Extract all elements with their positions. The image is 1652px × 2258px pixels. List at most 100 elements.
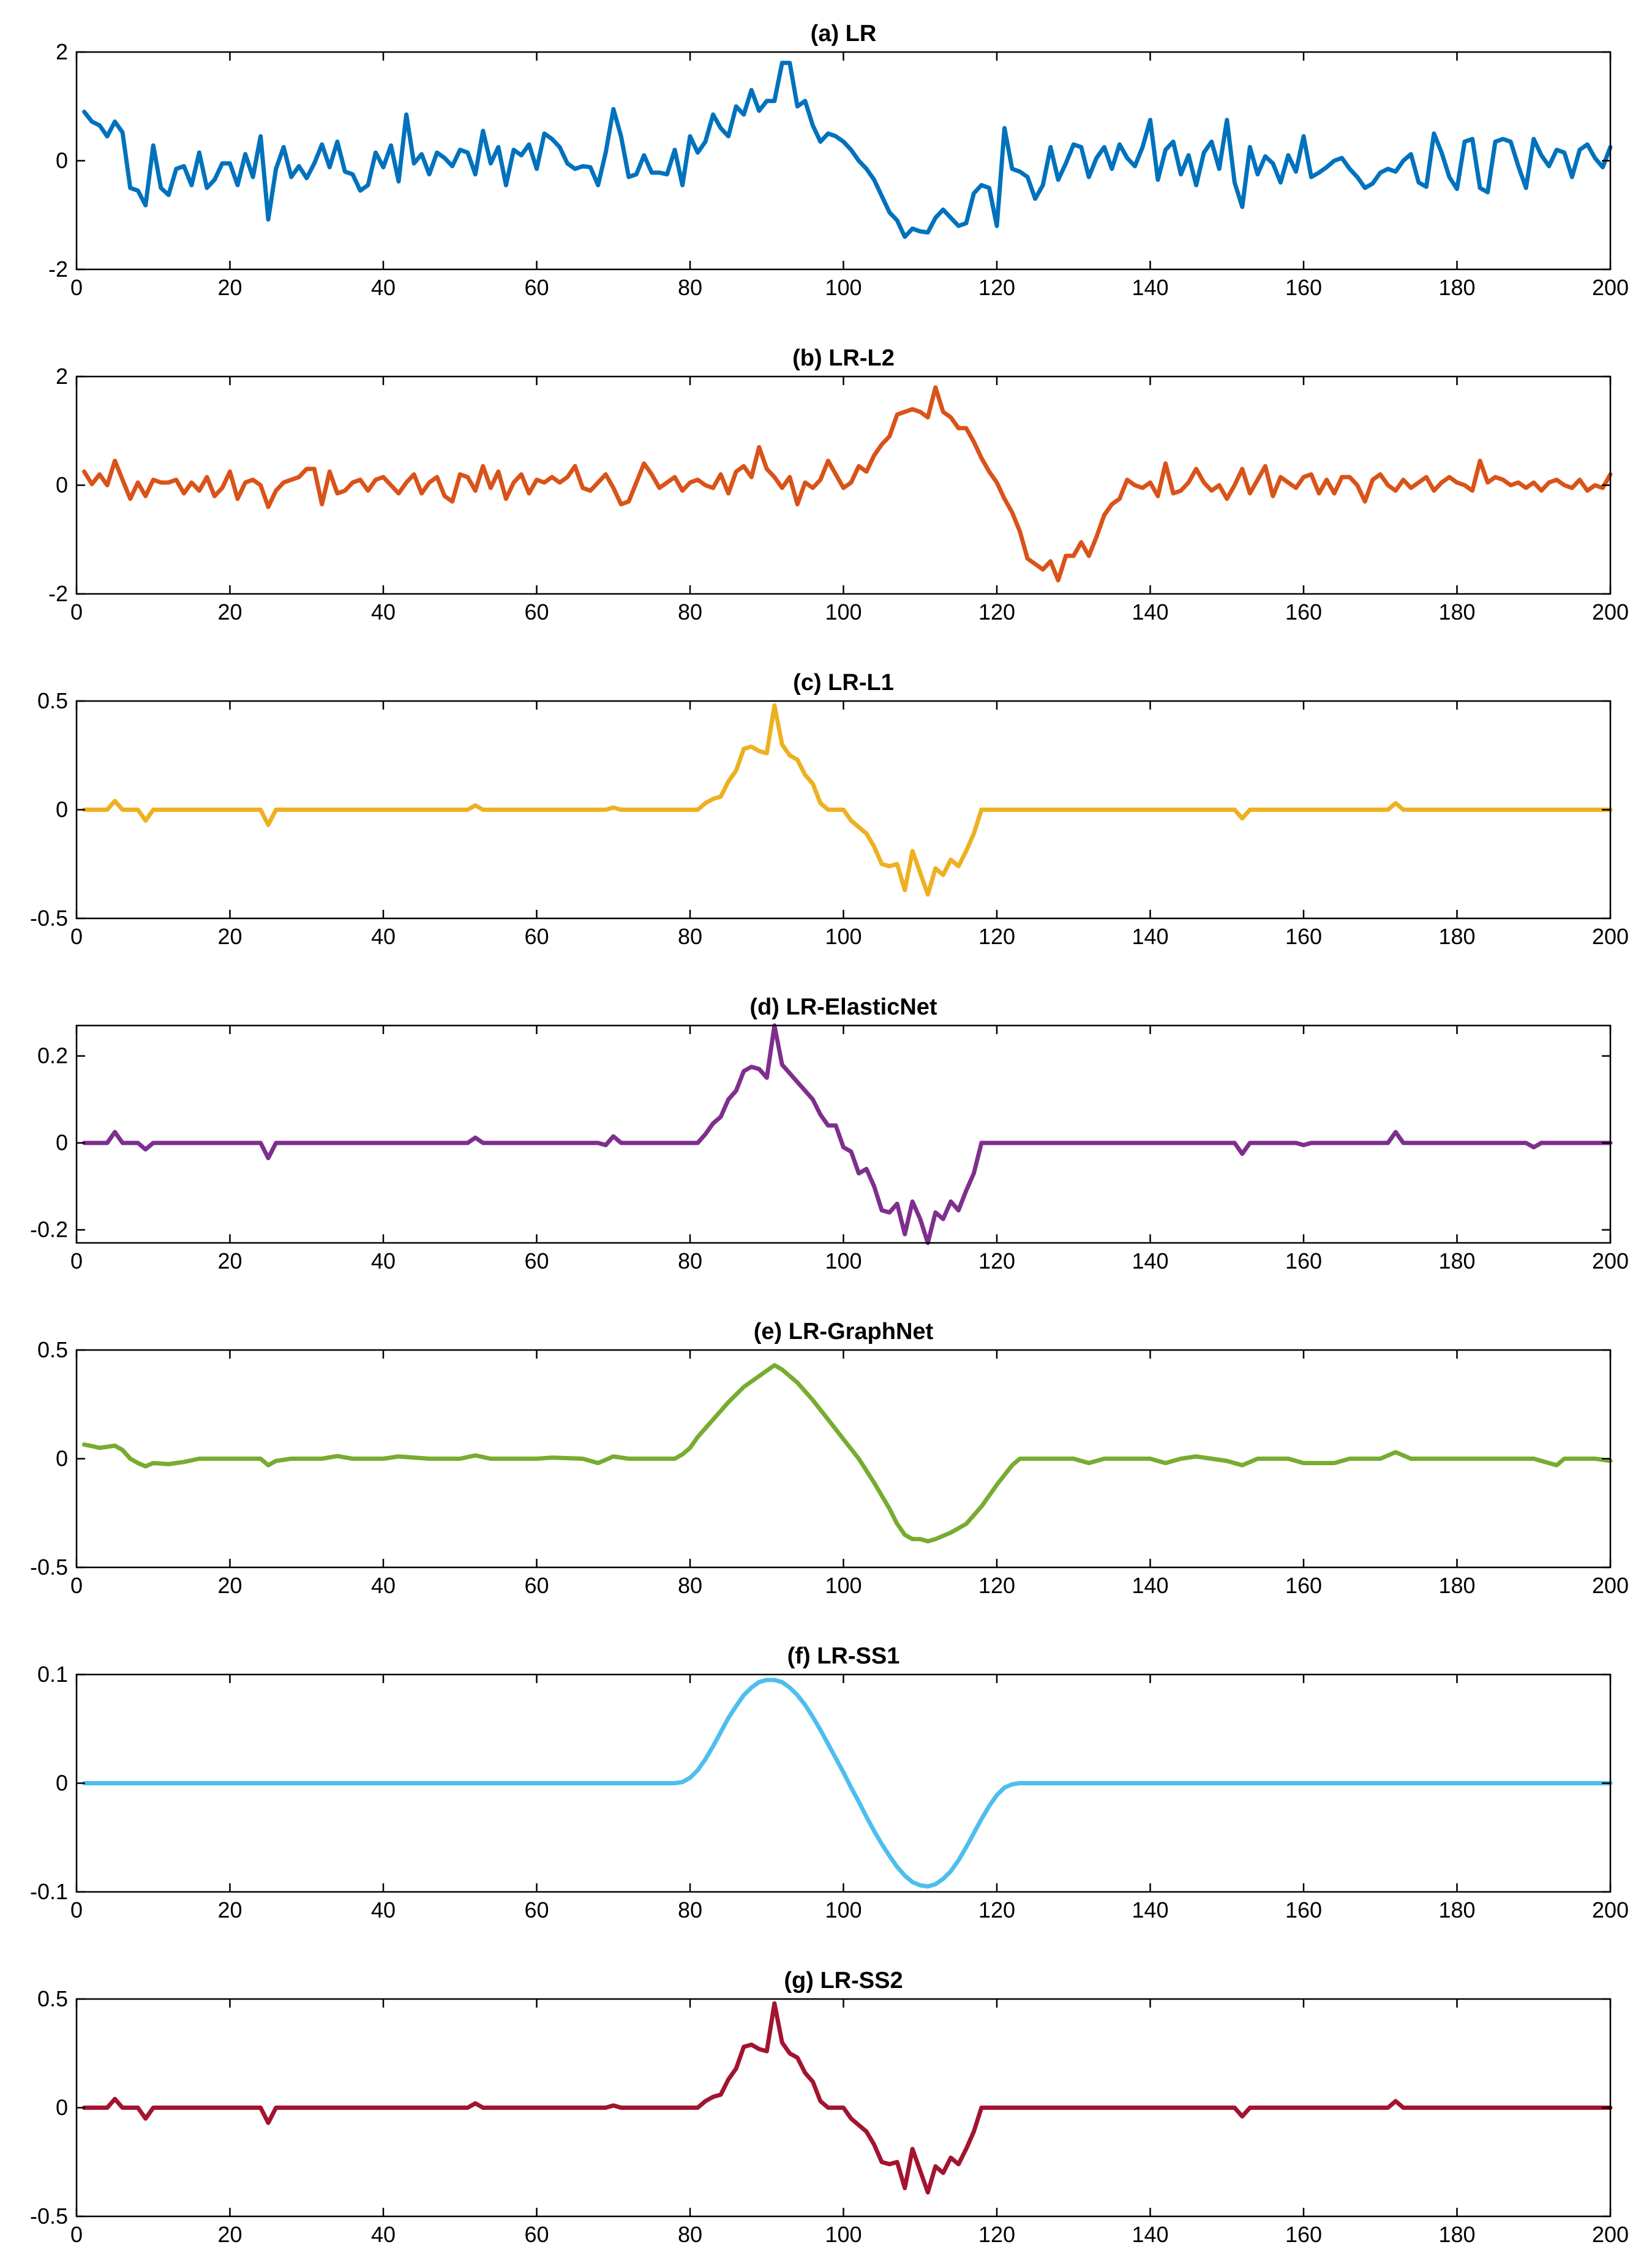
x-tick-label: 160 — [1285, 1897, 1322, 1922]
x-tick-label: 20 — [217, 1897, 242, 1922]
x-tick-label: 160 — [1285, 2222, 1322, 2247]
x-tick-label: 80 — [678, 1248, 702, 1273]
x-tick-label: 60 — [524, 275, 549, 300]
x-tick-label: 160 — [1285, 275, 1322, 300]
x-tick-label: 40 — [371, 599, 396, 625]
x-tick-label: 60 — [524, 1897, 549, 1922]
x-tick-label: 80 — [678, 1897, 702, 1922]
x-tick-label: 140 — [1132, 275, 1168, 300]
x-tick-label: 60 — [524, 1573, 549, 1598]
x-tick-label: 120 — [978, 924, 1015, 949]
x-tick-label: 60 — [524, 2222, 549, 2247]
y-tick-label: -2 — [48, 581, 68, 606]
x-tick-label: 180 — [1438, 2222, 1475, 2247]
x-tick-label: 40 — [371, 1248, 396, 1273]
y-tick-label: 2 — [56, 39, 68, 64]
x-tick-label: 0 — [70, 275, 83, 300]
x-tick-label: 200 — [1592, 275, 1629, 300]
y-tick-label: 0 — [56, 148, 68, 173]
x-tick-label: 160 — [1285, 1573, 1322, 1598]
chart-title: (f) LR-SS1 — [787, 1643, 900, 1669]
series-line — [82, 2001, 1613, 2195]
y-tick-label: -0.2 — [30, 1217, 68, 1242]
x-tick-label: 180 — [1438, 599, 1475, 625]
x-tick-label: 120 — [978, 1897, 1015, 1922]
chart-panel: (d) LR-ElasticNet 0 20 40 60 80 100 120 140 160 18… — [30, 994, 1629, 1273]
chart-title: (b) LR-L2 — [792, 345, 895, 371]
x-tick-label: 120 — [978, 2222, 1015, 2247]
x-tick-label: 40 — [371, 1897, 396, 1922]
x-tick-label: 20 — [217, 2222, 242, 2247]
y-tick-label: 0.1 — [37, 1662, 68, 1687]
x-tick-label: 120 — [978, 599, 1015, 625]
x-tick-label: 0 — [70, 2222, 83, 2247]
x-tick-label: 0 — [70, 1248, 83, 1273]
x-tick-label: 100 — [825, 275, 862, 300]
chart-panel: (e) LR-GraphNet 0 20 40 60 80 100 120 140 160 180 2… — [30, 1319, 1629, 1598]
x-tick-label: 20 — [217, 599, 242, 625]
x-tick-label: 140 — [1132, 1248, 1168, 1273]
x-tick-label: 40 — [371, 2222, 396, 2247]
x-tick-label: 0 — [70, 924, 83, 949]
y-tick-label: 0 — [56, 2095, 68, 2120]
y-tick-label: -0.5 — [30, 2204, 68, 2229]
y-tick-label: 0.5 — [37, 688, 68, 713]
chart-panel: (c) LR-L1 0 20 40 60 80 100 120 140 160 180 200 -0.5… — [30, 670, 1629, 949]
x-tick-label: 120 — [978, 1573, 1015, 1598]
x-tick-label: 100 — [825, 1897, 862, 1922]
x-tick-label: 180 — [1438, 924, 1475, 949]
chart-panel: (a) LR0 20 40 60 80 100 120 140 160 180 200-202 — [48, 21, 1629, 300]
x-tick-label: 0 — [70, 1897, 83, 1922]
x-tick-label: 100 — [825, 1573, 862, 1598]
y-tick-label: 0 — [56, 473, 68, 498]
series-line — [82, 1363, 1613, 1543]
chart-panel: (g) LR-SS2 0 20 40 60 80 100 120 140 160 180 200 -0.… — [30, 1968, 1629, 2247]
x-tick-label: 140 — [1132, 2222, 1168, 2247]
series-line — [82, 1023, 1613, 1245]
x-tick-label: 160 — [1285, 1248, 1322, 1273]
chart-title: (d) LR-ElasticNet — [749, 994, 937, 1020]
chart-panel: (b) LR-L20 20 40 60 80 100 120 140 160 180 200-202 — [48, 345, 1629, 625]
chart-title: (c) LR-L1 — [793, 670, 894, 696]
x-tick-label: 80 — [678, 924, 702, 949]
x-tick-label: 40 — [371, 275, 396, 300]
x-tick-label: 200 — [1592, 1248, 1629, 1273]
series-line — [82, 1678, 1613, 1889]
x-tick-label: 20 — [217, 275, 242, 300]
x-tick-label: 200 — [1592, 599, 1629, 625]
x-tick-label: 180 — [1438, 1573, 1475, 1598]
x-tick-label: 140 — [1132, 1897, 1168, 1922]
chart-panel: (f) LR-SS1 0 20 40 60 80 100 120 140 160 180 200 -0.… — [30, 1643, 1629, 1922]
x-tick-label: 120 — [978, 1248, 1015, 1273]
x-tick-label: 20 — [217, 1573, 242, 1598]
y-tick-label: 0 — [56, 1771, 68, 1796]
y-tick-label: -0.1 — [30, 1879, 68, 1904]
x-tick-label: 20 — [217, 924, 242, 949]
x-tick-label: 100 — [825, 924, 862, 949]
series-line — [82, 703, 1613, 897]
x-tick-label: 40 — [371, 924, 396, 949]
chart-title: (g) LR-SS2 — [784, 1968, 903, 1994]
x-tick-label: 0 — [70, 599, 83, 625]
x-tick-label: 20 — [217, 1248, 242, 1273]
x-tick-label: 120 — [978, 275, 1015, 300]
chart-title: (e) LR-GraphNet — [754, 1319, 934, 1345]
x-tick-label: 180 — [1438, 1897, 1475, 1922]
x-tick-label: 160 — [1285, 924, 1322, 949]
x-tick-label: 60 — [524, 924, 549, 949]
y-tick-label: -0.5 — [30, 1555, 68, 1580]
y-tick-label: 0 — [56, 1446, 68, 1471]
x-tick-label: 200 — [1592, 924, 1629, 949]
y-tick-label: 0.5 — [37, 1986, 68, 2011]
x-tick-label: 80 — [678, 599, 702, 625]
x-tick-label: 160 — [1285, 599, 1322, 625]
y-tick-label: -0.5 — [30, 906, 68, 931]
series-line — [82, 385, 1613, 583]
x-tick-label: 100 — [825, 2222, 862, 2247]
x-tick-label: 60 — [524, 599, 549, 625]
x-tick-label: 140 — [1132, 1573, 1168, 1598]
y-tick-label: 0.5 — [37, 1337, 68, 1362]
y-tick-label: 0.2 — [37, 1043, 68, 1068]
x-tick-label: 0 — [70, 1573, 83, 1598]
